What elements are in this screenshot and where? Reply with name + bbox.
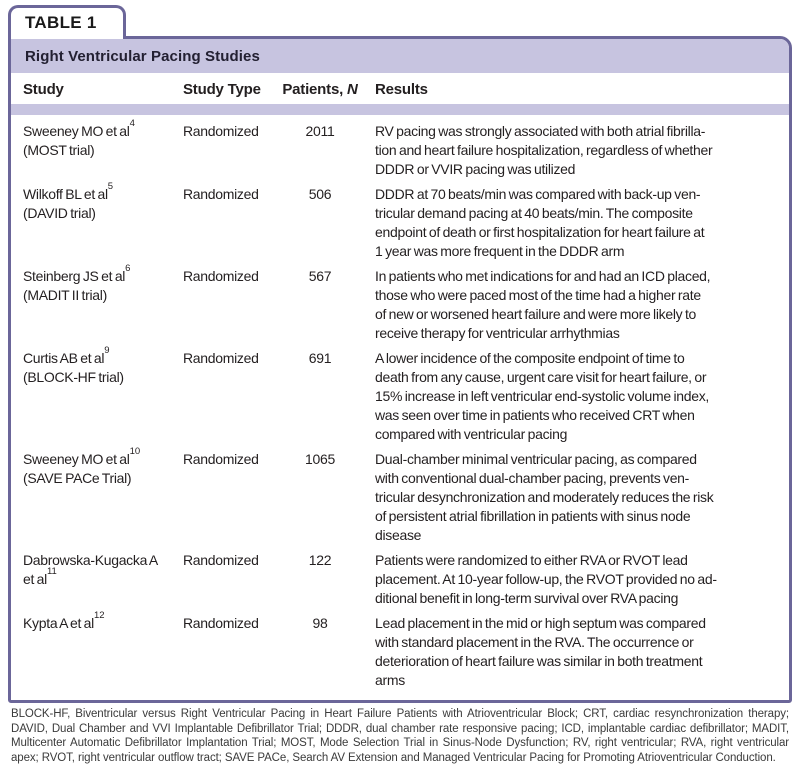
reference-superscript: 5 <box>107 181 114 193</box>
table-row: Steinberg JS et al6 (MADIT II trial) Rand… <box>11 263 789 343</box>
study-cell: Steinberg JS et al6 (MADIT II trial) <box>23 263 131 303</box>
study-type-cell: Randomized <box>183 552 259 568</box>
study-cell: Sweeney MO et al10 (SAVE PACe Trial) <box>23 446 141 486</box>
column-header-study: Study <box>23 81 64 98</box>
reference-superscript: 4 <box>129 118 135 130</box>
table-row: Kypta A et al12 Randomized 98 Lead place… <box>11 610 789 690</box>
study-type-cell: Randomized <box>183 123 259 139</box>
results-cell: RV pacing was strongly associated with b… <box>375 123 713 177</box>
reference-superscript: 6 <box>125 263 131 275</box>
results-cell: A lower incidence of the composite endpo… <box>375 350 710 442</box>
study-cell: Sweeney MO et al4 (MOST trial) <box>23 118 135 158</box>
table-row: Sweeney MO et al4 (MOST trial) Randomized… <box>11 118 789 179</box>
patients-cell: 1065 <box>305 451 335 467</box>
header-divider-strip <box>11 104 789 115</box>
study-cell: Kypta A et al12 <box>23 610 105 631</box>
table-row: Wilkoff BL et al5 (DAVID trial) Randomize… <box>11 181 789 261</box>
reference-superscript: 11 <box>46 566 57 578</box>
study-type-cell: Randomized <box>183 268 259 284</box>
study-type-cell: Randomized <box>183 350 259 366</box>
table-body: Sweeney MO et al4 (MOST trial) Randomized… <box>11 115 789 700</box>
reference-superscript: 10 <box>129 446 141 458</box>
results-cell: Patients were randomized to either RVA o… <box>375 552 717 606</box>
patients-cell: 691 <box>308 350 332 366</box>
patients-n-italic: N <box>347 81 358 98</box>
patients-cell: 506 <box>308 186 332 202</box>
footnote: BLOCK-HF, Biventricular versus Right Ven… <box>11 708 789 764</box>
results-cell: DDDR at 70 beats/min was compared with b… <box>375 186 705 259</box>
table-number-tab: TABLE 1 <box>8 5 126 39</box>
patients-cell: 122 <box>308 552 332 568</box>
study-type-cell: Randomized <box>183 615 259 631</box>
column-header-patients: Patients, N <box>282 81 358 98</box>
study-type-cell: Randomized <box>183 186 259 202</box>
table-panel: Right Ventricular Pacing Studies Study S… <box>8 36 792 703</box>
table-title-bar: Right Ventricular Pacing Studies <box>11 39 789 73</box>
patients-cell: 98 <box>312 615 328 631</box>
column-header-results: Results <box>375 81 428 98</box>
table-row: Curtis AB et al9 (BLOCK-HF trial) Randomi… <box>11 345 789 444</box>
reference-superscript: 12 <box>93 610 105 622</box>
patients-cell: 567 <box>308 268 332 284</box>
reference-superscript: 9 <box>104 345 110 357</box>
table-title: Right Ventricular Pacing Studies <box>25 48 260 65</box>
study-cell: Wilkoff BL et al5 (DAVID trial) <box>23 181 114 221</box>
results-cell: In patients who met indications for and … <box>375 268 711 341</box>
column-header-study-type: Study Type <box>183 81 261 98</box>
study-type-cell: Randomized <box>183 451 259 467</box>
column-header-row: Study Study Type Patients, N Results <box>11 73 789 104</box>
table-row: Sweeney MO et al10 (SAVE PACe Trial) Rand… <box>11 446 789 545</box>
table-number-label: TABLE 1 <box>25 13 97 32</box>
patients-cell: 2011 <box>305 123 335 139</box>
study-cell: Curtis AB et al9 (BLOCK-HF trial) <box>23 345 124 385</box>
results-cell: Dual-chamber minimal ventricular pacing,… <box>375 451 714 543</box>
results-cell: Lead placement in the mid or high septum… <box>375 615 706 688</box>
